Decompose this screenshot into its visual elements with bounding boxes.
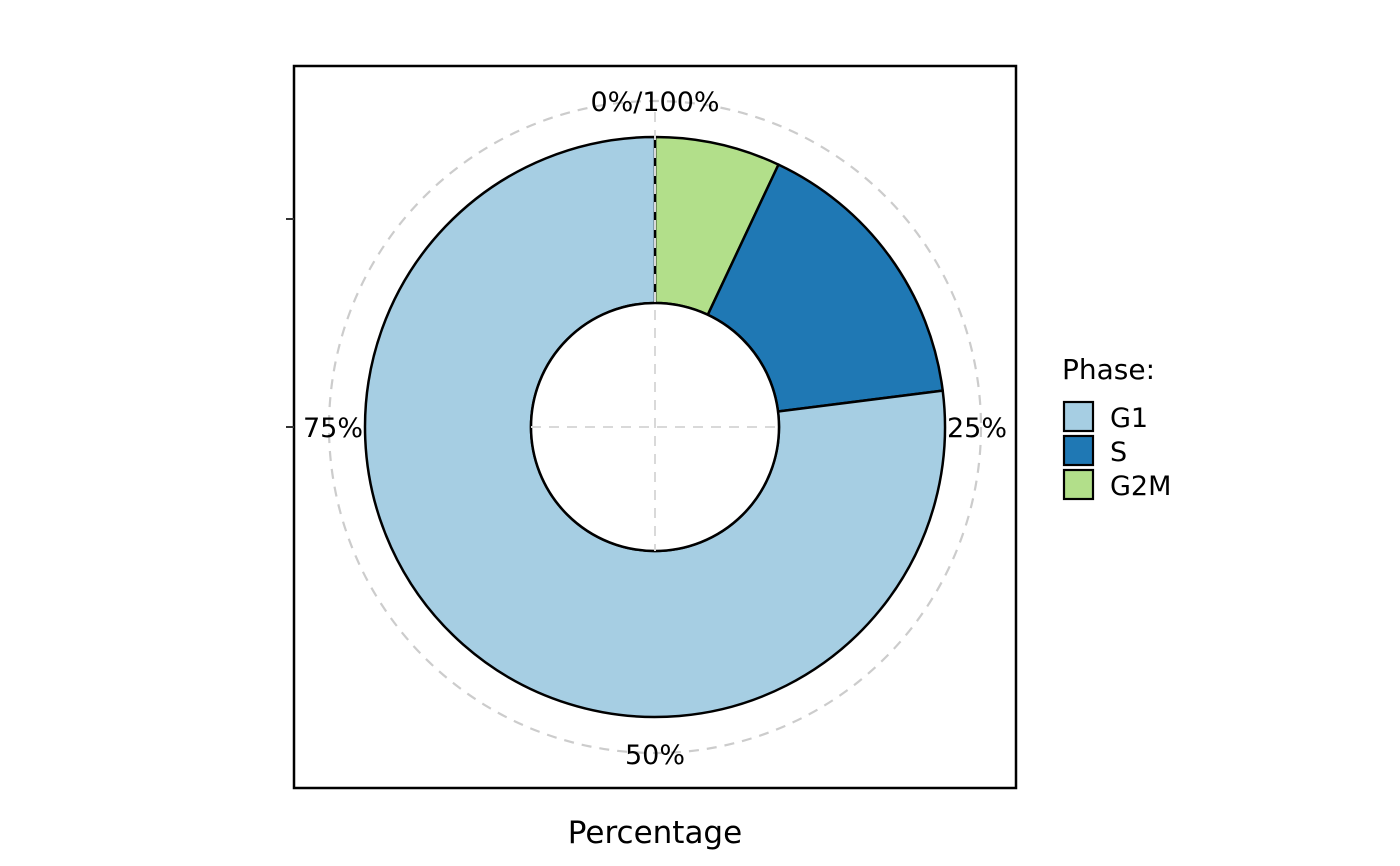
tick-label: 0%/100% [590, 87, 719, 118]
legend-title: Phase: [1062, 353, 1155, 386]
tick-labels: 0%/100% 25% 50% 75% [303, 87, 1007, 771]
legend-label-s: S [1110, 437, 1127, 468]
tick-label: 50% [625, 740, 685, 771]
legend-swatch-g2m [1062, 468, 1095, 501]
tick-label: 75% [303, 413, 363, 444]
tick-label: 25% [947, 413, 1007, 444]
legend-swatch-g1 [1062, 400, 1095, 433]
legend-label-g1: G1 [1110, 403, 1148, 434]
outer-grid-circle [327, 99, 983, 755]
x-axis-title: Percentage [568, 815, 742, 851]
legend-swatch-s [1062, 434, 1095, 467]
legend-label-g2m: G2M [1110, 471, 1171, 502]
